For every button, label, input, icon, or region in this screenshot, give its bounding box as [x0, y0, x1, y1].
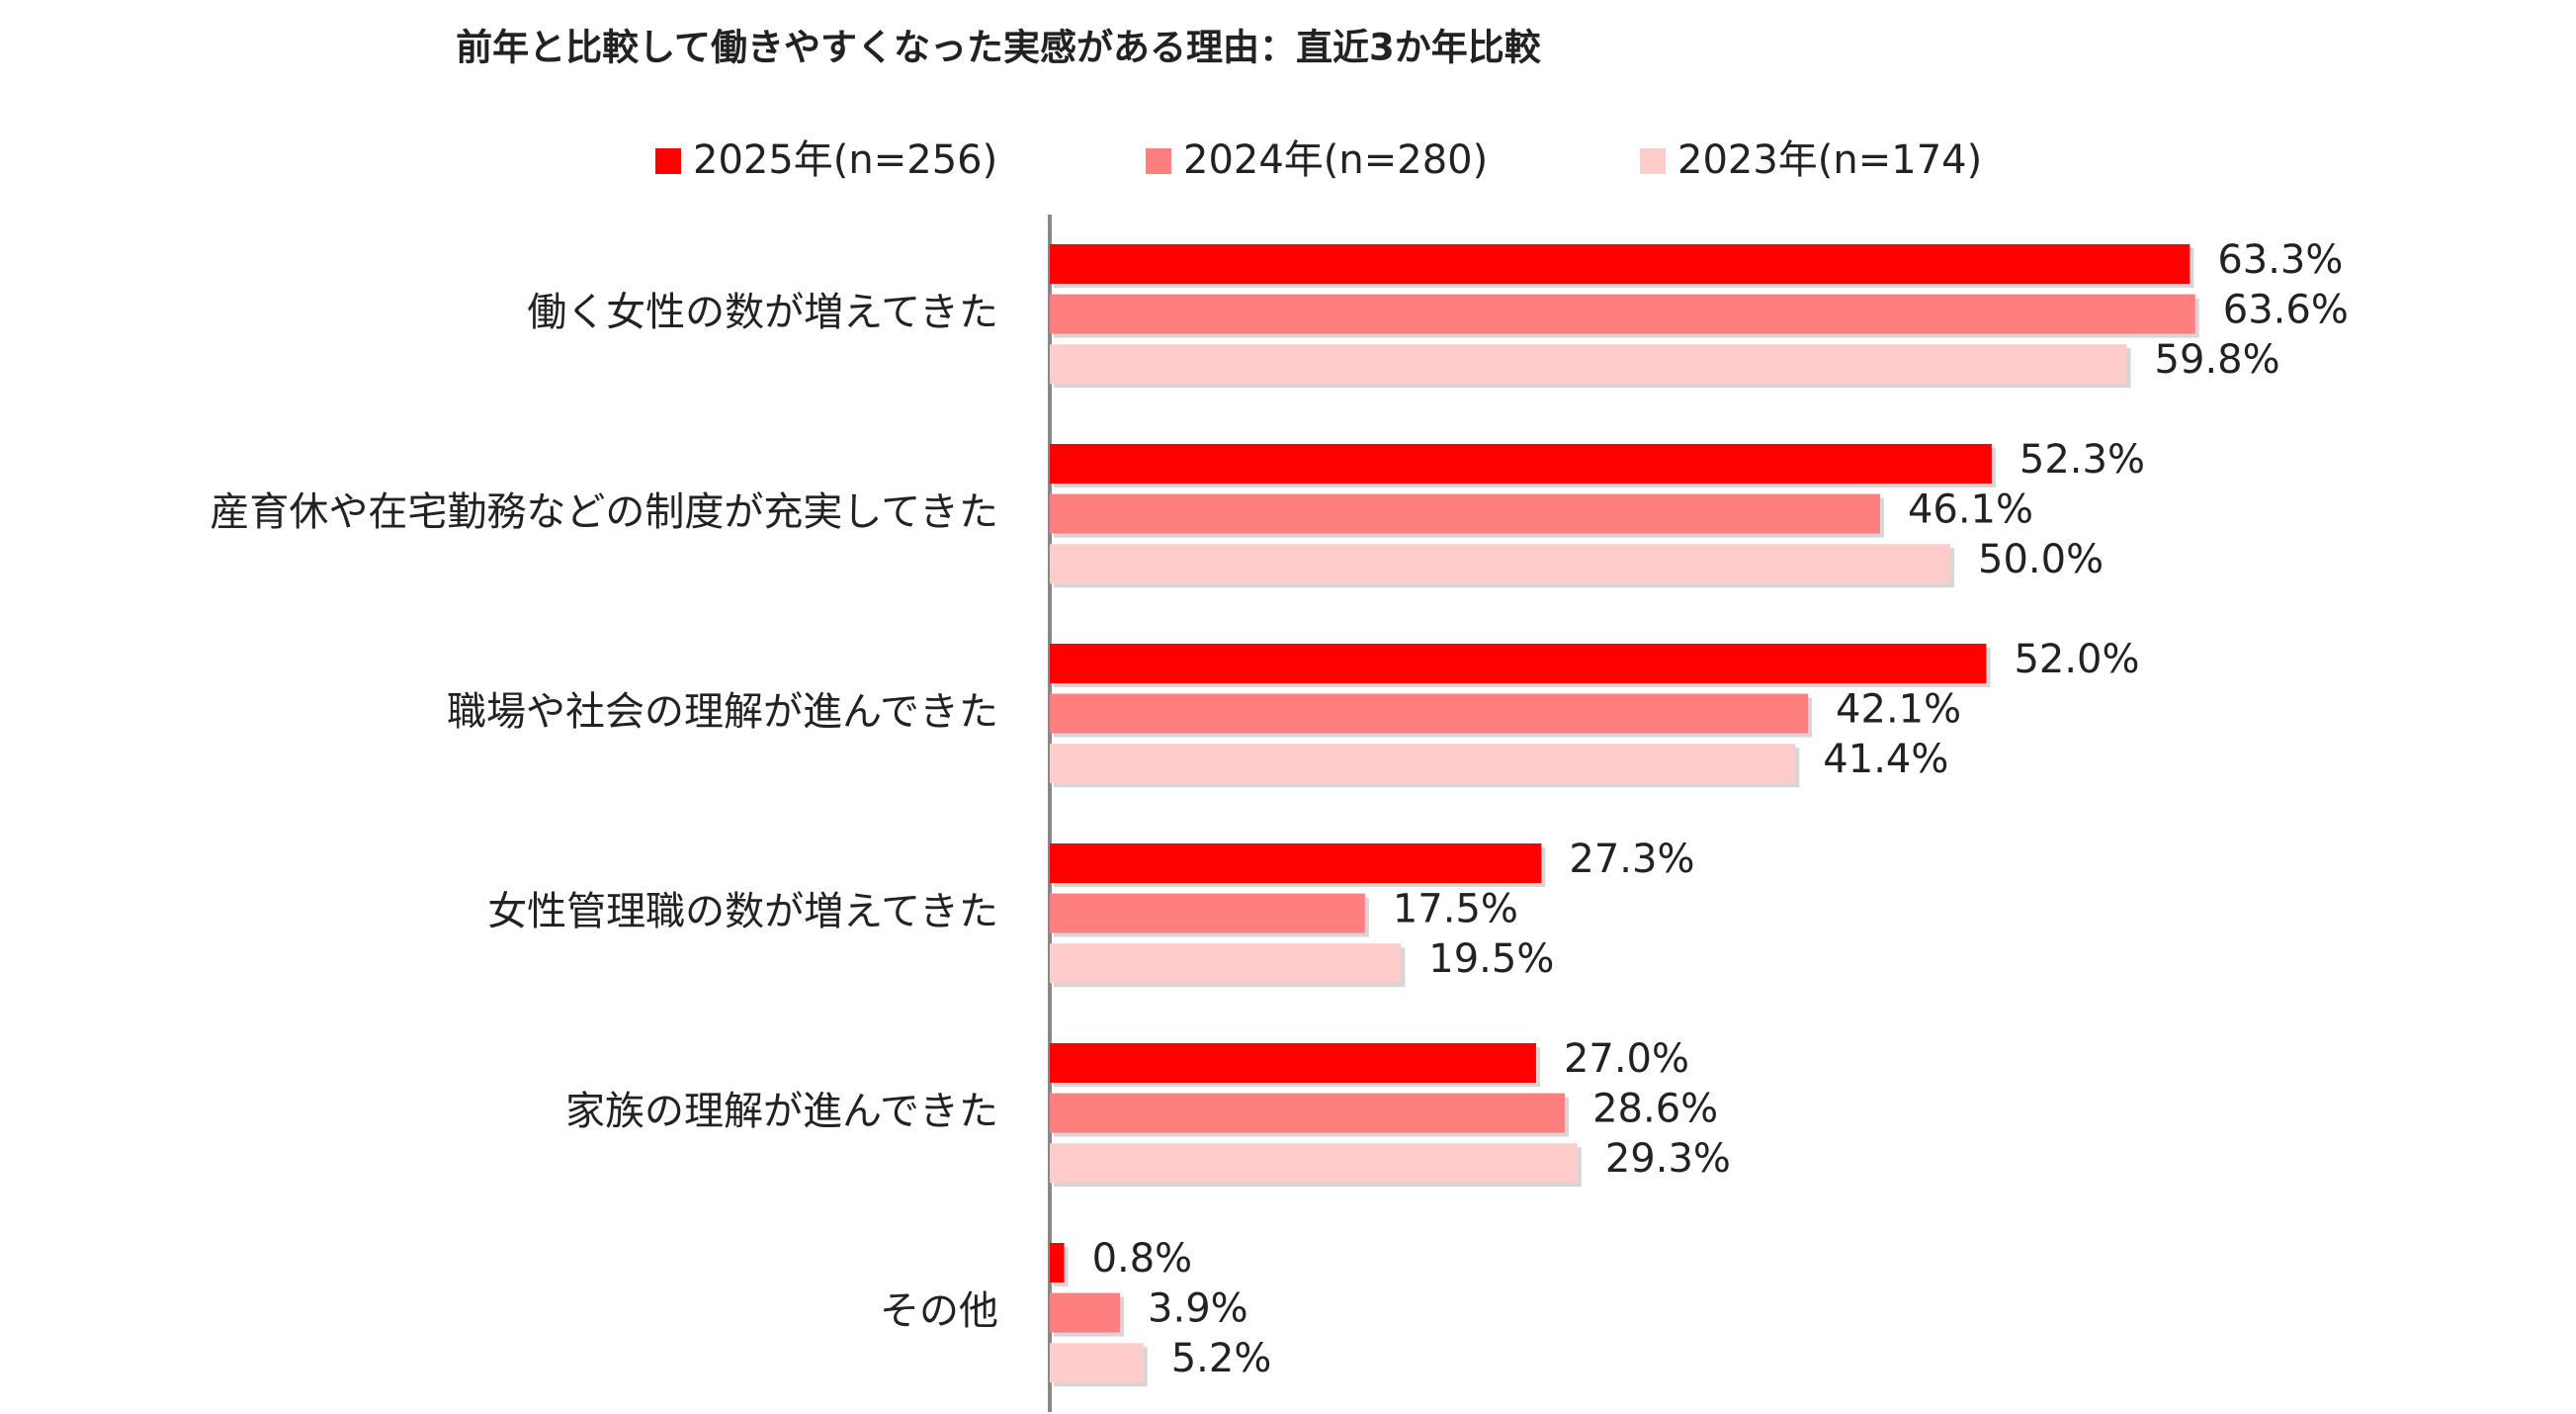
bar — [1050, 1043, 1536, 1083]
value-label: 5.2% — [1171, 1336, 1272, 1381]
legend-swatch — [1640, 148, 1666, 174]
bar — [1050, 644, 1987, 683]
value-label: 63.3% — [2217, 237, 2343, 283]
value-label: 63.6% — [2223, 288, 2349, 333]
bar — [1050, 244, 2190, 284]
value-label: 3.9% — [1148, 1286, 1248, 1332]
bar — [1050, 1143, 1578, 1184]
category-label: 家族の理解が進んできた — [565, 1089, 998, 1134]
bar — [1050, 943, 1402, 984]
bar — [1050, 344, 2127, 385]
bar — [1050, 294, 2195, 334]
value-label: 50.0% — [1978, 537, 2104, 582]
category-label: 職場や社会の理解が進んできた — [447, 689, 998, 735]
value-label: 52.3% — [2019, 437, 2145, 483]
bar — [1050, 1243, 1065, 1282]
legend-label: 2023年(n=174) — [1677, 137, 1982, 183]
value-label: 27.0% — [1564, 1036, 1689, 1082]
chart-title: 前年と比較して働きやすくなった実感がある理由：直近3か年比較 — [456, 27, 1542, 69]
bar — [1050, 1292, 1121, 1333]
bar — [1050, 1343, 1144, 1383]
value-label: 28.6% — [1592, 1087, 1718, 1132]
legend-swatch — [655, 148, 681, 174]
value-label: 41.4% — [1823, 737, 1948, 782]
bar — [1050, 544, 1950, 584]
legend-label: 2024年(n=280) — [1183, 137, 1488, 183]
value-label: 29.3% — [1605, 1136, 1731, 1182]
value-label: 46.1% — [1908, 487, 2033, 533]
legend-swatch — [1146, 148, 1171, 174]
legend-label: 2025年(n=256) — [693, 137, 997, 183]
category-label: 女性管理職の数が増えてきた — [487, 889, 998, 934]
category-label: その他 — [880, 1288, 998, 1334]
value-label: 0.8% — [1092, 1236, 1193, 1281]
bar — [1050, 493, 1880, 534]
category-label: 産育休や在宅勤務などの制度が充実してきた — [210, 489, 998, 535]
bar — [1050, 843, 1542, 883]
value-label: 42.1% — [1836, 687, 1961, 733]
value-label: 27.3% — [1569, 837, 1694, 882]
bar — [1050, 744, 1796, 784]
value-label: 52.0% — [2014, 637, 2139, 682]
bar — [1050, 693, 1809, 734]
bar — [1050, 444, 1992, 484]
value-label: 19.5% — [1428, 936, 1554, 982]
bar — [1050, 893, 1365, 933]
value-label: 59.8% — [2155, 337, 2280, 383]
value-label: 17.5% — [1393, 887, 1518, 932]
bar — [1050, 1093, 1566, 1133]
category-label: 働く女性の数が増えてきた — [527, 290, 998, 335]
